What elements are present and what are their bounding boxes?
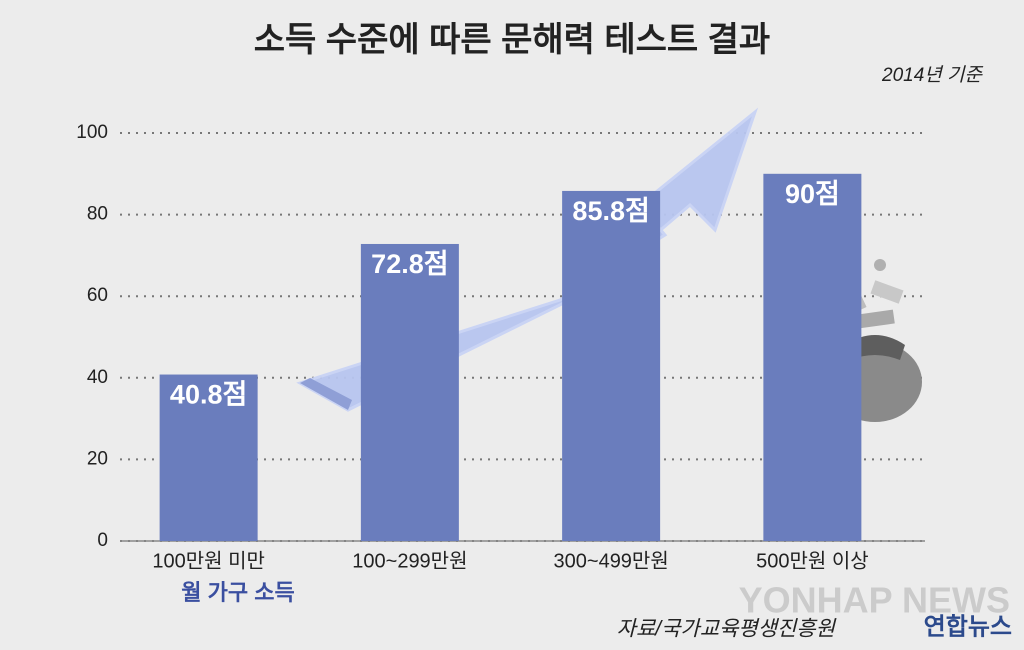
arrow-shadow: [300, 378, 352, 410]
value-label: 90점: [785, 179, 840, 209]
y-tick-label: 20: [87, 448, 108, 469]
chart-title: 소득 수준에 따른 문해력 테스트 결과: [254, 21, 770, 59]
value-label: 85.8점: [572, 196, 649, 226]
logo: 연합뉴스: [924, 613, 1012, 640]
x-tick-label: 100~299만원: [352, 549, 467, 572]
x-axis-label: 월 가구 소득: [181, 580, 294, 605]
y-tick-label: 100: [76, 122, 108, 143]
bar: [562, 190, 661, 541]
y-tick-label: 40: [87, 367, 108, 388]
watermark: YONHAP NEWS: [739, 580, 1010, 621]
bar: [360, 243, 459, 541]
source: 자료/국가교육평생진흥원: [617, 618, 837, 641]
x-tick-label: 500만원 이상: [756, 549, 869, 572]
chart-subtitle: 2014년 기준: [881, 65, 984, 86]
value-label: 72.8점: [371, 249, 448, 279]
y-tick-label: 0: [97, 530, 108, 551]
bar: [763, 173, 862, 542]
y-tick-label: 80: [87, 204, 108, 225]
x-tick-label: 300~499만원: [554, 549, 669, 572]
value-label: 40.8점: [170, 380, 247, 410]
x-tick-label: 100만원 미만: [152, 549, 265, 572]
bar: [159, 374, 258, 541]
y-tick-label: 60: [87, 285, 108, 306]
